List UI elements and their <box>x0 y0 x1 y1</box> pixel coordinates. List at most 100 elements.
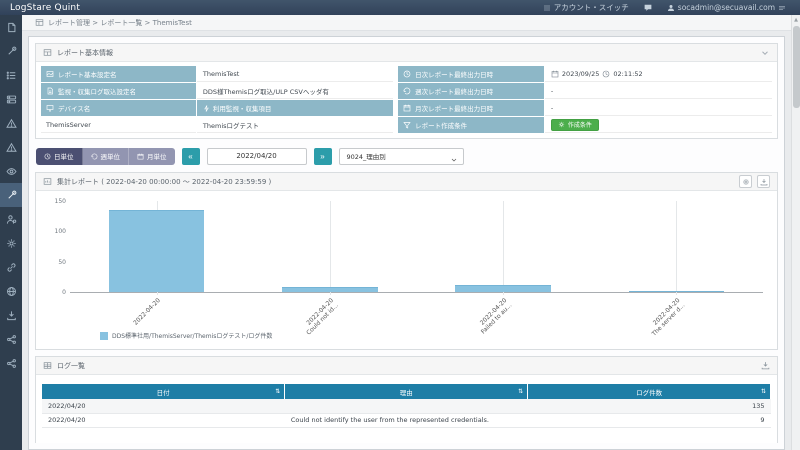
history-icon <box>403 87 411 95</box>
report-type-select[interactable]: 9024_理由別 <box>338 147 464 165</box>
chart-settings-button[interactable] <box>739 175 752 188</box>
collect-item-header: 利用監視・収集項目 <box>196 100 394 116</box>
chart-panel-title: 集計レポート ( 2022-04-20 00:00:00 ～ 2022-04-2… <box>57 177 272 186</box>
info-row-create-condition: レポート作成条件 作成条件 <box>398 117 772 133</box>
date-input[interactable] <box>206 147 307 165</box>
cell-date: 2022/04/20 <box>42 413 285 428</box>
sort-icon[interactable]: ⇅ <box>275 388 281 395</box>
info-row-daily-output: 日次レポート最終出力日時 2023/09/25 02:11:52 <box>398 66 772 82</box>
bar <box>628 291 724 292</box>
sidebar <box>0 15 22 450</box>
monthly-output-value: - <box>544 100 772 116</box>
sidebar-item-wrench-icon[interactable] <box>0 39 22 63</box>
info-label: レポート基本設定名 <box>41 66 196 82</box>
history-icon <box>91 153 98 160</box>
sort-icon[interactable]: ⇅ <box>518 388 524 395</box>
log-list-panel: ログ一覧 日付 ⇅ 理由 ⇅ ログ件数 ⇅ 2022/04/20 135 2022/04/20… <box>35 356 778 443</box>
y-axis-tick: 150 <box>54 198 66 205</box>
column-header[interactable]: 理由 ⇅ <box>284 384 529 399</box>
log-download-button[interactable] <box>761 361 770 370</box>
breadcrumb[interactable]: レポート管理 > レポート一覧 > ThemisTest <box>22 15 791 31</box>
chart-download-button[interactable] <box>757 175 770 188</box>
weekly-output-value: - <box>544 83 772 99</box>
info-row-monthly-output: 月次レポート最終出力日時 - <box>398 100 772 116</box>
sidebar-item-download-icon[interactable] <box>0 303 22 327</box>
scrollbar-thumb[interactable] <box>793 26 800 108</box>
info-row-device-header: デバイス名 利用監視・収集項目 <box>41 100 394 116</box>
calendar-icon <box>403 104 411 112</box>
sidebar-item-file-icon[interactable] <box>0 15 22 39</box>
prev-date-button[interactable]: « <box>181 147 200 165</box>
sidebar-item-eye-icon[interactable] <box>0 159 22 183</box>
next-date-button[interactable]: » <box>313 147 332 165</box>
calendar-icon <box>551 70 559 78</box>
y-axis-tick: 0 <box>62 289 66 296</box>
info-row-basic-name: レポート基本設定名 ThemisTest <box>41 66 394 82</box>
sidebar-item-gear-icon[interactable] <box>0 231 22 255</box>
collapse-chevron-icon[interactable] <box>760 48 770 58</box>
user-email: socadmin@secuavail.com <box>677 3 775 12</box>
log-list-title: ログ一覧 <box>57 361 85 370</box>
cell-reason: Could not identify the user from the rep… <box>284 413 528 428</box>
calendar-icon <box>137 153 144 160</box>
user-menu[interactable]: socadmin@secuavail.com <box>667 3 786 12</box>
sidebar-item-warning-icon[interactable] <box>0 111 22 135</box>
month-unit-button[interactable]: 月単位 <box>129 147 175 165</box>
sidebar-item-user-gear-icon[interactable] <box>0 207 22 231</box>
sidebar-item-globe-icon[interactable] <box>0 279 22 303</box>
sidebar-item-server-icon[interactable] <box>0 87 22 111</box>
account-switch-button[interactable]: アカウント・スイッチ <box>543 2 629 13</box>
account-switch-label: アカウント・スイッチ <box>553 3 629 12</box>
image-icon <box>46 70 54 78</box>
cell-count: 135 <box>527 399 771 414</box>
chat-button[interactable] <box>643 3 653 12</box>
scroll-up-arrow-icon[interactable]: ▲ <box>794 17 798 23</box>
create-condition-button[interactable]: 作成条件 <box>550 118 599 131</box>
table-row: 2022/04/20 Could not identify the user fr… <box>42 413 771 428</box>
info-row-weekly-output: 週次レポート最終出力日時 - <box>398 83 772 99</box>
week-unit-button[interactable]: 週単位 <box>82 147 129 165</box>
period-segment: 日単位 週単位 月単位 <box>36 147 175 165</box>
bar <box>455 284 551 292</box>
sidebar-item-list-icon[interactable] <box>0 63 22 87</box>
clock-icon <box>44 153 51 160</box>
funnel-icon <box>403 121 411 129</box>
day-unit-button[interactable]: 日単位 <box>36 147 83 165</box>
bar-chart-icon <box>43 177 52 186</box>
gridline <box>676 201 678 295</box>
sidebar-item-share-2-icon[interactable] <box>0 351 22 375</box>
gear-icon <box>558 121 565 128</box>
user-icon <box>667 4 675 12</box>
info-label: レポート作成条件 <box>398 117 544 133</box>
legend-swatch <box>100 331 108 340</box>
bolt-icon <box>203 104 210 112</box>
sidebar-item-link-icon[interactable] <box>0 255 22 279</box>
cell-reason <box>284 399 528 414</box>
caret-menu-icon <box>778 4 786 12</box>
info-label: 日次レポート最終出力日時 <box>398 66 544 82</box>
clock-icon <box>602 70 610 78</box>
x-axis-label: 2022-04-20 Failed to au... <box>478 297 514 336</box>
column-header[interactable]: ログ件数 ⇅ <box>527 384 771 399</box>
sidebar-item-wrench-2-icon[interactable] <box>0 183 22 207</box>
chart-panel-header: 集計レポート ( 2022-04-20 00:00:00 ～ 2022-04-2… <box>36 173 777 191</box>
gridline <box>329 201 331 295</box>
sidebar-item-share-icon[interactable] <box>0 327 22 351</box>
vertical-scrollbar[interactable]: ▲ <box>791 15 800 450</box>
info-row-device-data: ThemisServer Themisログテスト <box>41 117 394 133</box>
report-info-title: レポート基本情報 <box>57 48 113 57</box>
sidebar-item-warning-2-icon[interactable] <box>0 135 22 159</box>
table-row: 2022/04/20 135 <box>42 399 771 414</box>
top-bar: LogStare Quint アカウント・スイッチ socadmin@secua… <box>0 0 800 15</box>
log-table: 日付 ⇅ 理由 ⇅ ログ件数 ⇅ 2022/04/20 135 2022/04/20 Could… <box>42 384 771 428</box>
chart-panel: 集計レポート ( 2022-04-20 00:00:00 ～ 2022-04-2… <box>35 172 778 350</box>
sort-icon[interactable]: ⇅ <box>760 388 766 395</box>
daily-output-value: 2023/09/25 02:11:52 <box>544 66 772 82</box>
clock-icon <box>403 70 411 78</box>
chart-plot: 0 50 100 150 2022-04-20 2022-04-20 Could not i… <box>55 198 763 338</box>
column-header[interactable]: 日付 ⇅ <box>42 384 286 399</box>
x-axis-label: 2022-04-20 <box>131 297 162 327</box>
y-axis-tick: 100 <box>54 228 66 236</box>
device-name-value: ThemisServer <box>41 117 196 133</box>
content-card: レポート基本情報 レポート基本設定名 ThemisTest <box>28 36 785 450</box>
